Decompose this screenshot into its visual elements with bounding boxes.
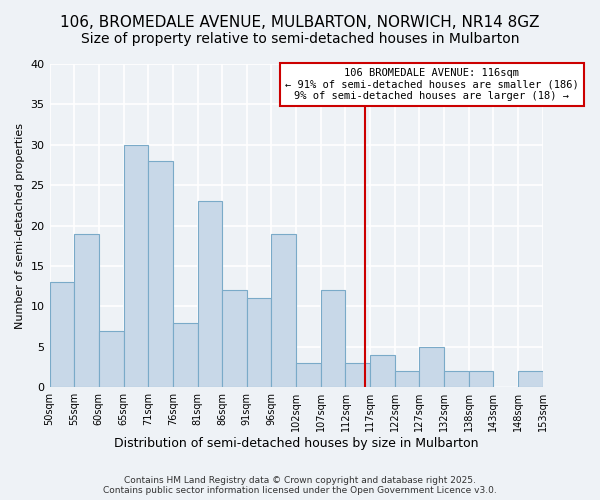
Bar [222,290,247,387]
Bar [518,371,543,387]
X-axis label: Distribution of semi-detached houses by size in Mulbarton: Distribution of semi-detached houses by … [114,437,478,450]
Bar [197,202,222,387]
Bar [124,145,148,387]
Text: 106 BROMEDALE AVENUE: 116sqm
← 91% of semi-detached houses are smaller (186)
9% : 106 BROMEDALE AVENUE: 116sqm ← 91% of se… [285,68,578,101]
Bar [469,371,493,387]
Bar [173,322,197,387]
Bar [99,330,124,387]
Bar [346,363,370,387]
Bar [419,347,444,387]
Bar [395,371,419,387]
Y-axis label: Number of semi-detached properties: Number of semi-detached properties [15,122,25,328]
Text: Size of property relative to semi-detached houses in Mulbarton: Size of property relative to semi-detach… [81,32,519,46]
Bar [247,298,271,387]
Bar [370,355,395,387]
Bar [74,234,99,387]
Bar [296,363,321,387]
Bar [271,234,296,387]
Text: Contains HM Land Registry data © Crown copyright and database right 2025.
Contai: Contains HM Land Registry data © Crown c… [103,476,497,495]
Bar [50,282,74,387]
Bar [321,290,346,387]
Bar [444,371,469,387]
Bar [148,161,173,387]
Text: 106, BROMEDALE AVENUE, MULBARTON, NORWICH, NR14 8GZ: 106, BROMEDALE AVENUE, MULBARTON, NORWIC… [60,15,540,30]
